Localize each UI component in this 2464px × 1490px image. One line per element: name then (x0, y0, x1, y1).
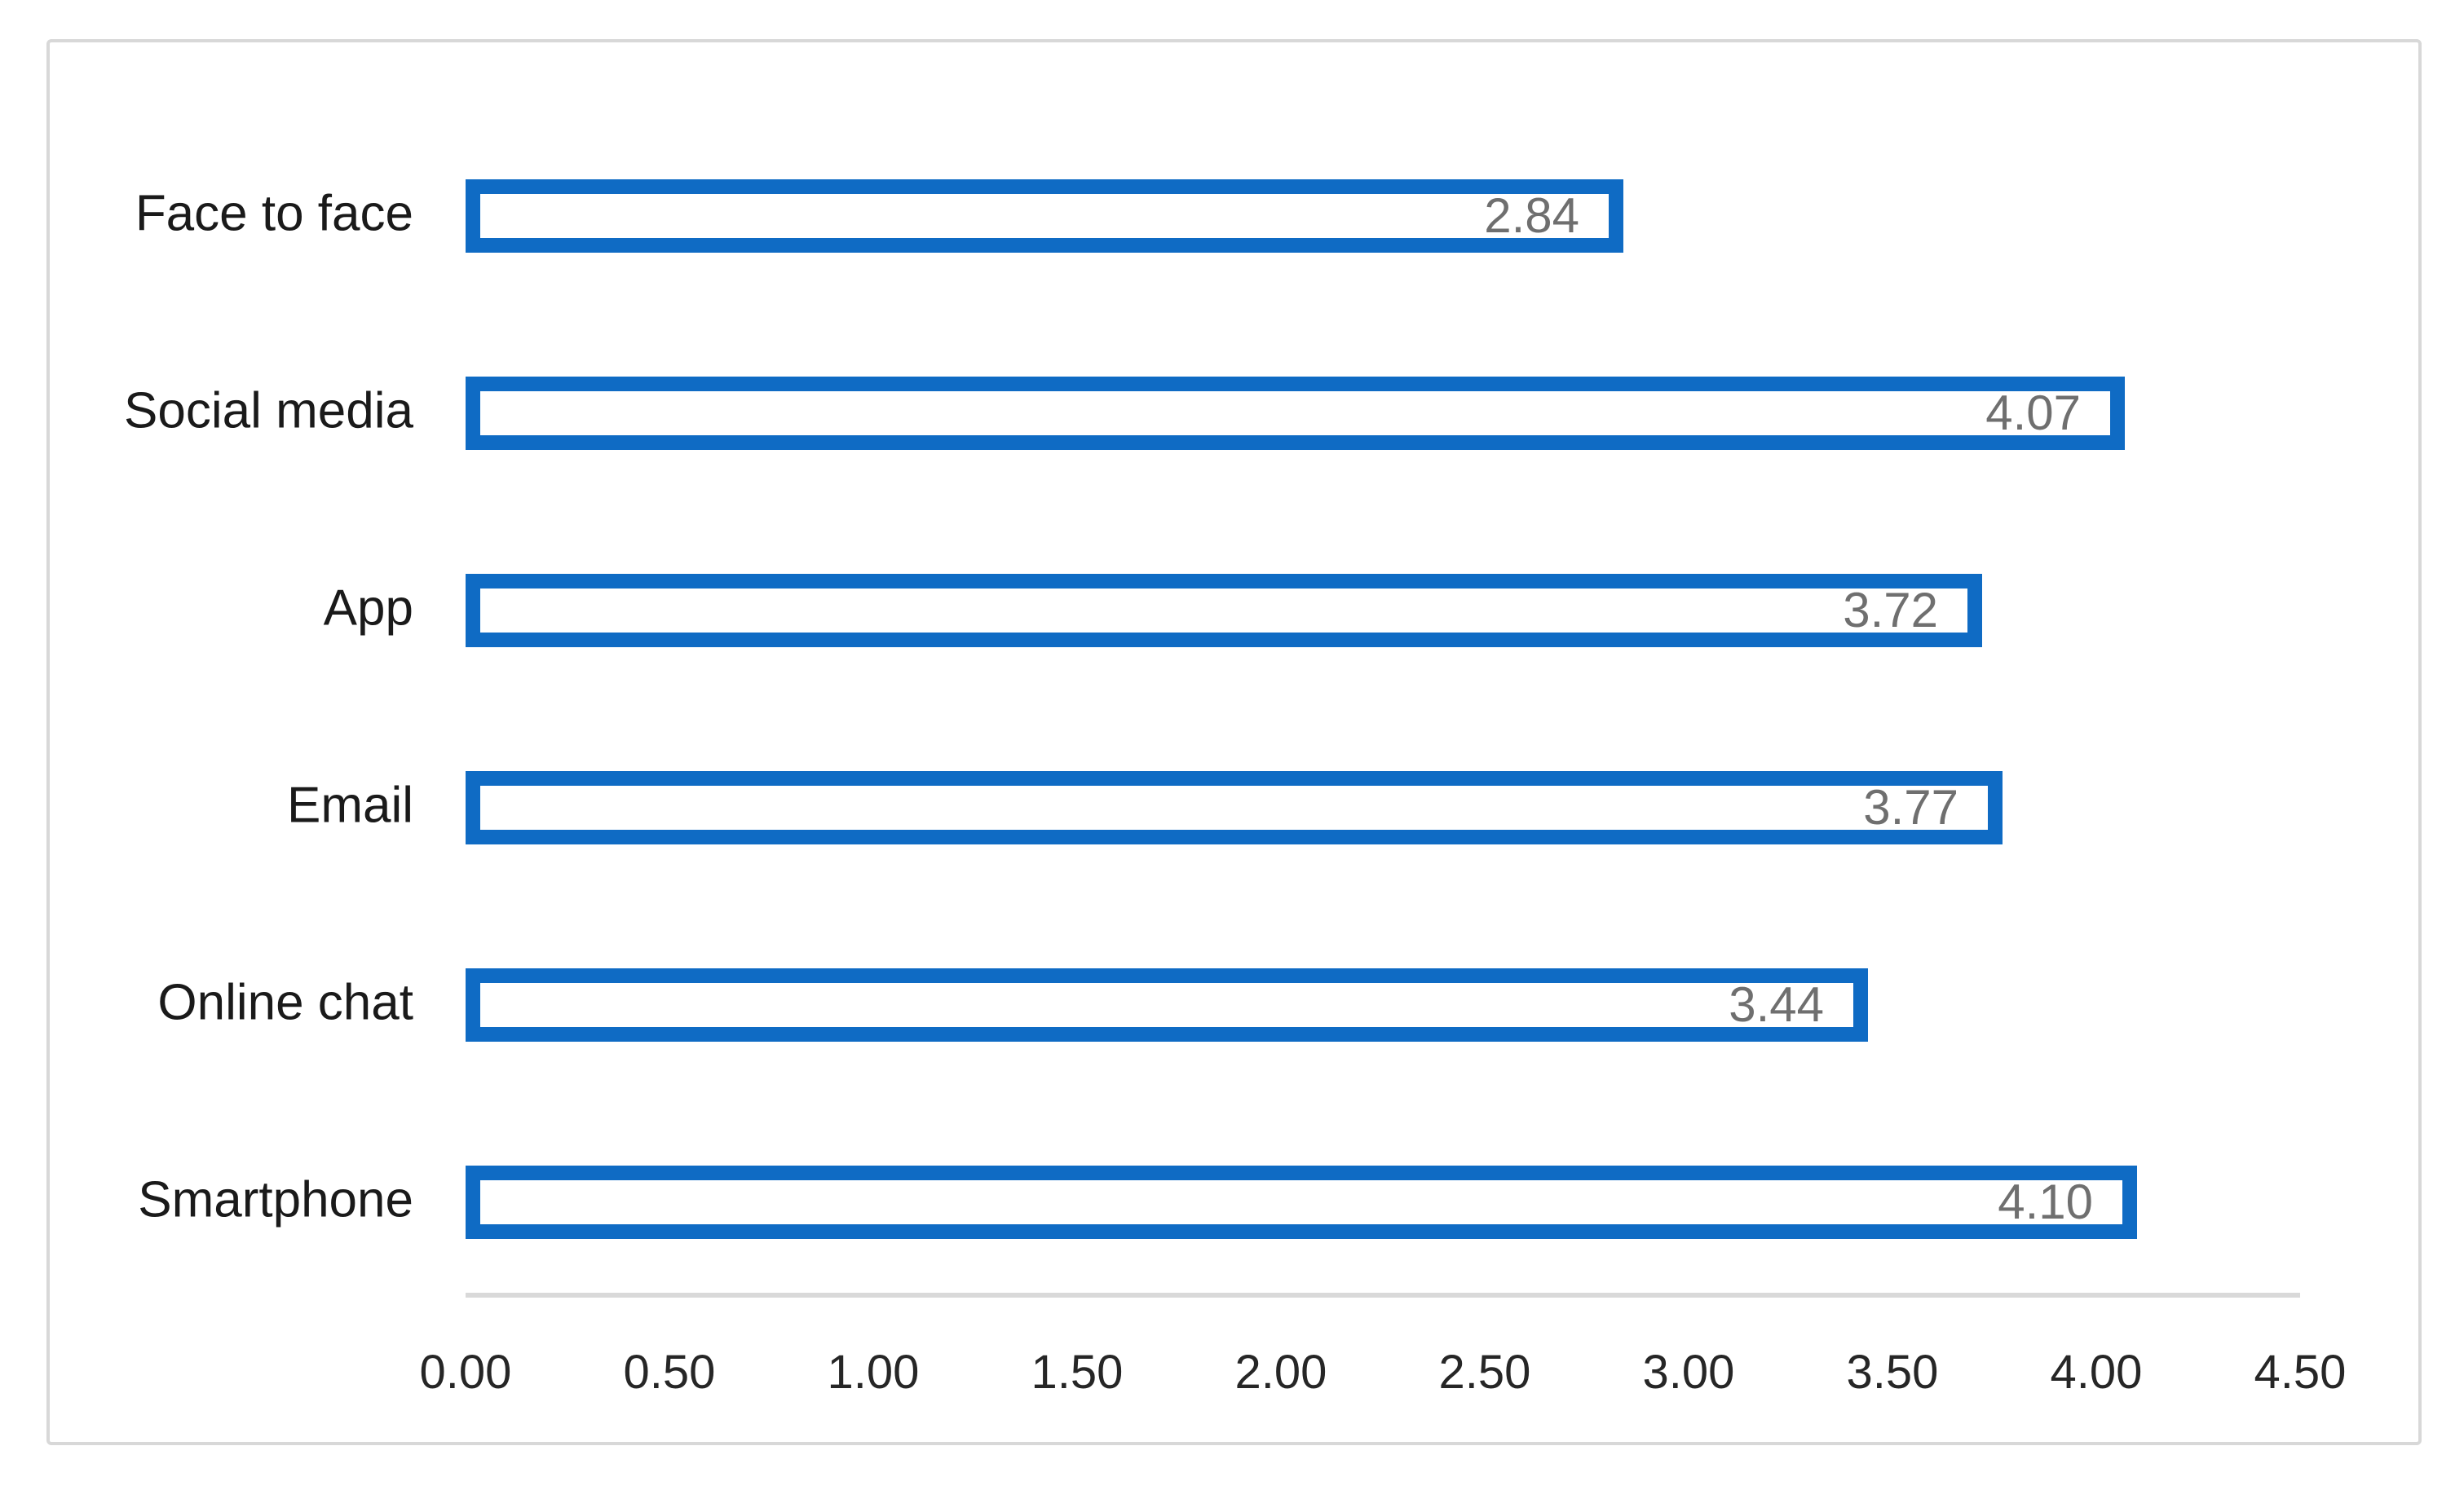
x-axis-tick-label: 2.50 (1438, 1346, 1531, 1399)
bar-value-label: 2.84 (1484, 188, 1579, 243)
bar: 3.77 (466, 771, 2003, 844)
bar-value-label: 3.72 (1843, 583, 1938, 637)
category-label: Smartphone (138, 1171, 413, 1228)
bar: 3.44 (466, 968, 1868, 1042)
x-axis-tick-label: 2.00 (1234, 1346, 1327, 1399)
category-label: Email (286, 777, 413, 834)
bar-value-label: 4.10 (1998, 1175, 2093, 1229)
bar-value-label: 3.77 (1863, 780, 1958, 835)
category-label: Social media (124, 382, 413, 439)
bar: 2.84 (466, 179, 1623, 253)
x-axis-tick-label: 3.00 (1642, 1346, 1735, 1399)
bar-value-label: 4.07 (1985, 386, 2081, 440)
x-axis-tick-label: 4.00 (2050, 1346, 2143, 1399)
x-axis-tick-label: 4.50 (2254, 1346, 2347, 1399)
bar-value-label: 3.44 (1729, 977, 1824, 1032)
bar: 4.10 (466, 1166, 2137, 1239)
x-axis-line (466, 1293, 2300, 1298)
x-axis-tick-label: 0.50 (623, 1346, 716, 1399)
x-axis-tick-label: 3.50 (1846, 1346, 1939, 1399)
x-axis-tick-label: 1.50 (1031, 1346, 1124, 1399)
chart-frame: Face to face 2.84 Social media 4.07 App 3.72 E… (46, 39, 2422, 1445)
bar: 3.72 (466, 574, 1982, 647)
x-axis-tick-label: 1.00 (827, 1346, 920, 1399)
category-label: Online chat (157, 974, 413, 1031)
bar: 4.07 (466, 377, 2125, 450)
category-label: Face to face (135, 185, 413, 242)
category-label: App (323, 580, 413, 637)
x-axis-tick-label: 0.00 (419, 1346, 512, 1399)
